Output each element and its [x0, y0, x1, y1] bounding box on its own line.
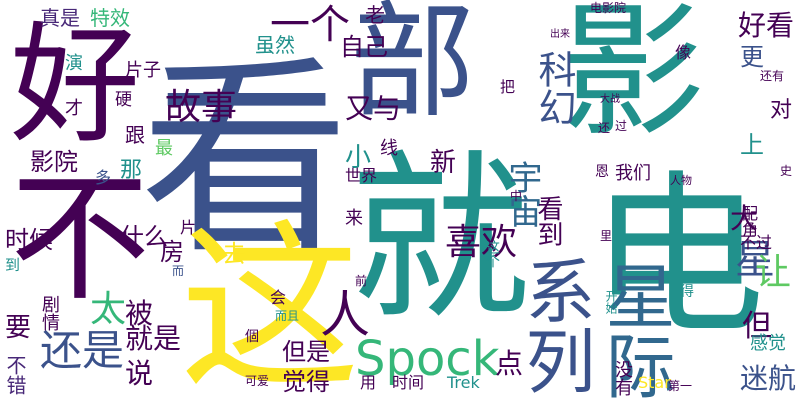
cloud-word: 多 — [95, 168, 112, 187]
cloud-word: 对 — [770, 98, 793, 123]
cloud-word: 星 — [735, 237, 775, 283]
cloud-word: 故事 — [165, 87, 238, 128]
cloud-word: 自己 — [340, 33, 388, 61]
cloud-word: 还是 — [40, 326, 125, 375]
cloud-word: 到 — [5, 256, 21, 274]
cloud-word: 而 — [172, 264, 185, 278]
cloud-word: 什么 — [120, 223, 168, 251]
cloud-word: 感觉 — [750, 333, 786, 354]
cloud-word: 老 — [365, 3, 385, 27]
cloud-word: 说 — [125, 357, 154, 390]
cloud-word: 好看 — [738, 9, 795, 42]
cloud-word: 剧情 — [39, 295, 60, 331]
cloud-word: 看到 — [533, 195, 563, 247]
cloud-word: 过 — [615, 119, 628, 133]
cloud-word: 世界 — [345, 166, 378, 185]
cloud-word: 开始 — [604, 290, 618, 314]
cloud-word: 真是 — [40, 6, 80, 30]
cloud-word: 时候 — [5, 226, 53, 254]
cloud-word: 硬 — [115, 90, 132, 110]
cloud-word: 觉得 — [282, 368, 330, 396]
cloud-word: 就是 — [125, 322, 182, 355]
cloud-word: 得 — [680, 284, 694, 300]
cloud-word: 让 — [755, 252, 792, 293]
cloud-word: 又与 — [345, 92, 402, 125]
cloud-word: 宇宙 — [502, 160, 542, 228]
cloud-word: 出来 — [550, 29, 570, 40]
cloud-word: 点 — [495, 347, 524, 380]
cloud-word: 可爱 — [245, 374, 270, 388]
cloud-word: 系列 — [514, 255, 596, 395]
cloud-word: 时间 — [392, 373, 425, 392]
cloud-word: 这 — [180, 205, 361, 400]
cloud-word: 会 — [270, 288, 287, 307]
cloud-word: 去 — [222, 240, 246, 268]
cloud-word: 里 — [600, 229, 613, 243]
cloud-word: 演 — [65, 53, 83, 74]
cloud-word: 房 — [160, 238, 184, 266]
cloud-word: 好 — [10, 9, 141, 161]
cloud-word: 但是 — [282, 338, 330, 366]
cloud-word: 把 — [500, 78, 516, 96]
cloud-word: 跟 — [125, 123, 145, 147]
cloud-word: 星际 — [594, 260, 676, 400]
cloud-word: Trek — [447, 373, 480, 392]
cloud-word: 喜欢 — [445, 222, 518, 263]
cloud-word: 电 — [590, 156, 765, 359]
cloud-word: 配角 — [739, 205, 758, 237]
cloud-word: 电影院 — [590, 1, 627, 15]
cloud-word: 史 — [780, 164, 793, 178]
cloud-word: 没有 — [612, 360, 633, 396]
cloud-word: 大战 — [600, 94, 620, 105]
cloud-word: 影院 — [30, 148, 78, 176]
cloud-word: 最 — [155, 138, 173, 159]
cloud-word: 新 — [430, 148, 457, 178]
cloud-word: 虽然 — [255, 33, 295, 57]
cloud-word: 中 — [510, 189, 523, 203]
cloud-word: 看 — [140, 37, 351, 282]
cloud-word: 而且 — [275, 309, 300, 323]
cloud-word: 不 — [10, 158, 151, 321]
cloud-word: 人 — [320, 286, 370, 344]
cloud-word: 还 — [598, 121, 611, 135]
cloud-word: 不过 — [740, 233, 773, 252]
cloud-word: 这个 — [484, 240, 500, 268]
cloud-word: 被 — [125, 297, 154, 330]
cloud-word: 迷航 — [740, 362, 797, 395]
cloud-word: 但 — [742, 309, 772, 344]
cloud-word: 线 — [380, 138, 398, 159]
cloud-word: 才 — [65, 98, 83, 119]
cloud-word: 用 — [360, 373, 377, 392]
cloud-word: 片 — [180, 218, 197, 237]
cloud-word: 我们 — [615, 163, 651, 184]
cloud-word: 上 — [740, 131, 764, 159]
cloud-word: 不错 — [3, 355, 27, 395]
cloud-word: 那 — [120, 158, 143, 183]
cloud-word: 科幻 — [532, 50, 576, 126]
cloud-word: Spock — [355, 331, 500, 387]
cloud-word: 小 — [345, 143, 372, 173]
cloud-word: 特效 — [90, 6, 130, 30]
cloud-word: 影 — [560, 0, 705, 157]
cloud-word: 像 — [675, 43, 692, 62]
cloud-word: 一个 — [270, 2, 350, 48]
cloud-word: 还有 — [760, 69, 785, 83]
cloud-word: 人物 — [670, 174, 692, 187]
cloud-word: 片子 — [125, 60, 161, 81]
cloud-word: 大 — [730, 202, 759, 235]
cloud-word: 要 — [5, 313, 32, 343]
cloud-word: 恩 — [595, 164, 609, 180]
cloud-word: 前 — [355, 274, 368, 288]
cloud-word: 個 — [245, 329, 259, 345]
cloud-word: 太 — [90, 289, 127, 330]
cloud-word: 部 — [350, 0, 475, 135]
cloud-word: 就 — [350, 135, 531, 344]
cloud-word: 第一 — [668, 379, 693, 393]
cloud-word: 更 — [740, 43, 764, 71]
cloud-word: Star — [638, 373, 671, 392]
cloud-word: 来 — [345, 208, 363, 229]
